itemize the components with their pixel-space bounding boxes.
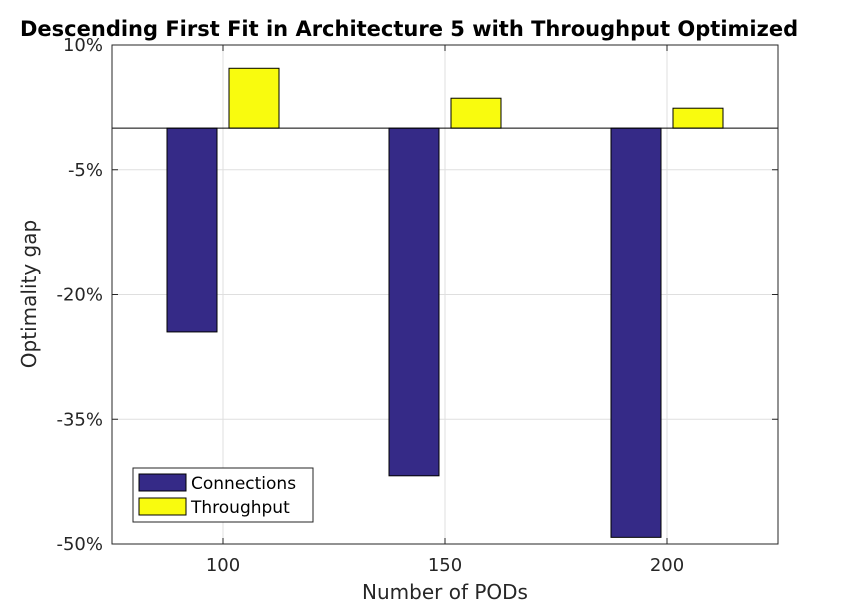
- legend-swatch-throughput: [138, 497, 187, 516]
- legend-swatch-connections: [138, 473, 187, 492]
- y-tick-label: -5%: [68, 160, 103, 181]
- y-tick-label: -20%: [56, 285, 103, 306]
- x-tick-label: 200: [650, 555, 684, 576]
- y-tick-label: 10%: [63, 35, 103, 56]
- bar-throughput-200: [672, 107, 724, 129]
- y-axis-label: Optimality gap: [17, 220, 41, 368]
- x-axis-label: Number of PODs: [362, 580, 528, 604]
- y-tick-label: -35%: [56, 409, 103, 430]
- bar-connections-150: [388, 127, 440, 477]
- legend-label-throughput: Throughput: [190, 498, 290, 518]
- bars: [166, 67, 724, 538]
- y-axis-ticks: 10% -5% -20% -35% -50%: [56, 35, 778, 555]
- bar-connections-200: [610, 127, 662, 538]
- legend: Connections Throughput: [132, 467, 314, 523]
- bar-connections-100: [166, 127, 218, 333]
- x-tick-label: 150: [428, 555, 462, 576]
- chart-title: Descending First Fit in Architecture 5 w…: [20, 17, 798, 41]
- bar-throughput-150: [450, 97, 502, 129]
- x-axis-ticks: 100 150 200: [206, 45, 684, 576]
- bar-throughput-100: [228, 67, 280, 129]
- x-tick-label: 100: [206, 555, 240, 576]
- y-tick-label: -50%: [56, 534, 103, 555]
- legend-label-connections: Connections: [191, 474, 296, 494]
